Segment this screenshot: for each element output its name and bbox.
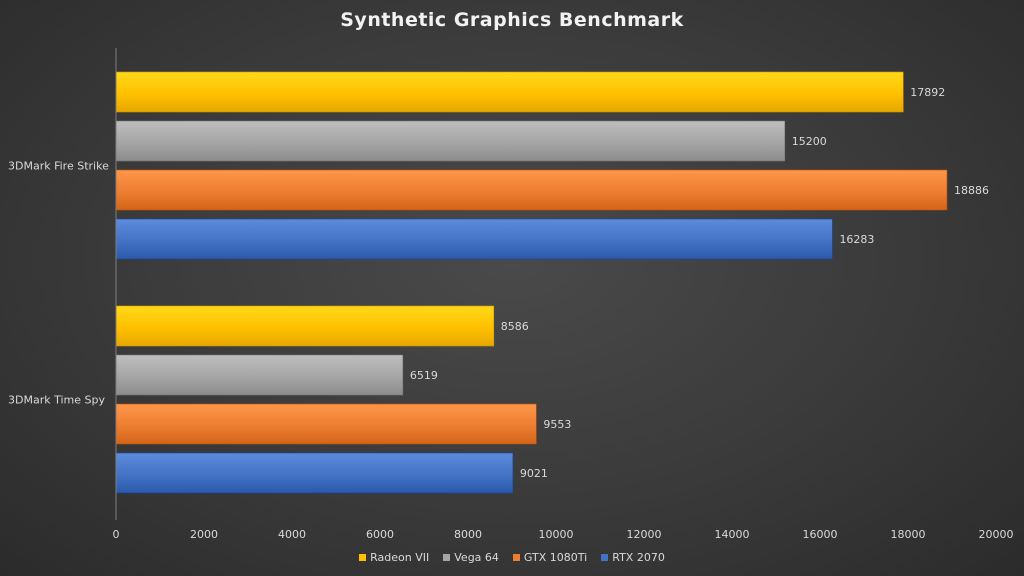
category-label: 3DMark Fire Strike <box>8 160 109 173</box>
x-tick-label: 20000 <box>979 528 1014 541</box>
chart-legend: Radeon VII Vega 64 GTX 1080Ti RTX 2070 <box>0 551 1024 564</box>
bar-gtx-1080ti-1 <box>115 403 537 445</box>
legend-item: GTX 1080Ti <box>512 551 588 564</box>
bar-vega-64-0 <box>115 120 786 162</box>
bar-radeon-vii-1 <box>115 305 495 347</box>
data-label: 18886 <box>954 184 989 197</box>
data-label: 9553 <box>543 418 571 431</box>
bar-radeon-vii-0 <box>115 71 904 113</box>
bar-rtx-2070-1 <box>115 452 514 494</box>
data-label: 15200 <box>792 135 827 148</box>
legend-swatch <box>512 554 520 561</box>
legend-swatch <box>359 554 367 561</box>
x-tick-label: 0 <box>113 528 120 541</box>
legend-swatch <box>443 554 451 561</box>
bar-vega-64-1 <box>115 354 404 396</box>
legend-label: GTX 1080Ti <box>523 551 588 564</box>
bar-gtx-1080ti-0 <box>115 169 948 211</box>
x-tick-label: 16000 <box>803 528 838 541</box>
x-tick-label: 4000 <box>278 528 306 541</box>
x-tick-label: 14000 <box>715 528 750 541</box>
x-tick-label: 2000 <box>190 528 218 541</box>
legend-item: RTX 2070 <box>601 551 665 564</box>
data-label: 6519 <box>410 369 438 382</box>
chart-title: Synthetic Graphics Benchmark <box>340 9 684 31</box>
x-tick-label: 6000 <box>366 528 394 541</box>
x-tick-label: 10000 <box>539 528 574 541</box>
x-tick-label: 18000 <box>891 528 926 541</box>
x-tick-label: 12000 <box>627 528 662 541</box>
data-label: 8586 <box>501 320 529 333</box>
legend-item: Vega 64 <box>443 551 499 564</box>
legend-item: Radeon VII <box>359 551 429 564</box>
data-label: 16283 <box>839 233 874 246</box>
data-label: 17892 <box>910 86 945 99</box>
legend-label: Vega 64 <box>454 551 499 564</box>
legend-swatch <box>601 554 609 561</box>
legend-label: RTX 2070 <box>612 551 665 564</box>
category-label: 3DMark Time Spy <box>8 394 105 407</box>
bar-rtx-2070-0 <box>115 218 833 260</box>
x-tick-label: 8000 <box>454 528 482 541</box>
legend-label: Radeon VII <box>370 551 430 564</box>
data-label: 9021 <box>520 467 548 480</box>
